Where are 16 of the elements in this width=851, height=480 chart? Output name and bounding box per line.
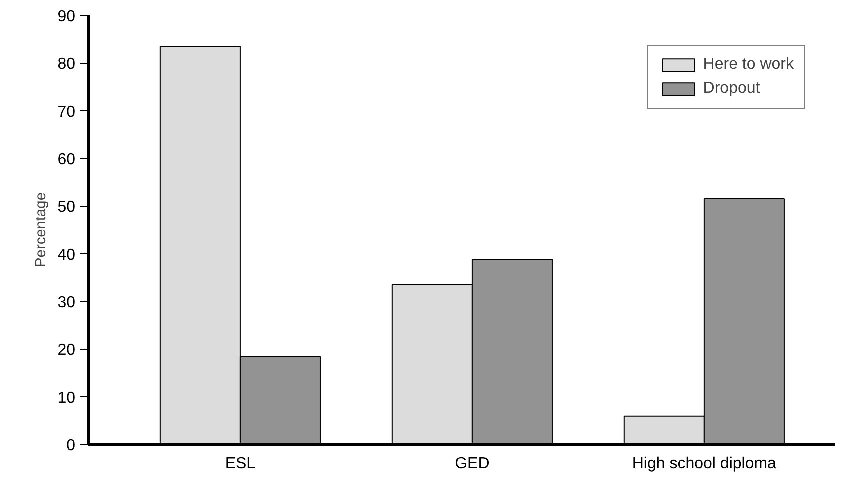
- legend-label: Here to work: [703, 56, 794, 74]
- legend-label: Dropout: [703, 80, 760, 98]
- y-tick-label: 40: [58, 246, 76, 264]
- y-tick-label: 80: [58, 56, 76, 74]
- x-tick-label: ESL: [225, 456, 256, 472]
- y-tick-label: 90: [58, 8, 76, 26]
- y-tick-label: 0: [66, 438, 76, 454]
- y-tick-label: 50: [58, 199, 76, 216]
- x-tick-label: High school diploma: [632, 456, 777, 472]
- y-axis-title: Percentage: [34, 192, 50, 268]
- y-tick-label: 10: [58, 390, 76, 407]
- y-tick-label: 30: [58, 294, 76, 312]
- y-tick-label: 20: [58, 342, 76, 360]
- x-tick-label: GED: [455, 456, 490, 472]
- y-tick-label: 60: [58, 152, 76, 168]
- y-tick-label: 70: [58, 104, 76, 121]
